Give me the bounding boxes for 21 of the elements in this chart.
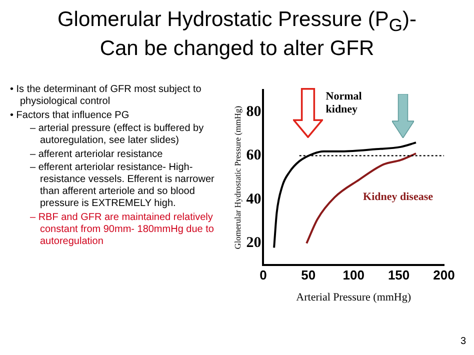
y-axis-title: Glomerular Hydrostatic Pressure (mmHg) <box>232 106 242 250</box>
text: – RBF and GFR are maintained relatively constant from 90mm- 180mmHg due to autoregulation <box>29 212 215 248</box>
text: • Factors that influence PG <box>9 110 130 122</box>
x-tick-label: 200 <box>433 268 455 283</box>
text: – arterial pressure (effect is buffered by autoregulation, see later slides) <box>29 123 205 147</box>
series-label: Kidney disease <box>363 191 434 204</box>
y-tick-label: 80 <box>246 104 262 120</box>
chart-title: Glomerular Hydrostatic Pressure (P$_{G}$)-Can be changed to alter GFR <box>57 8 417 60</box>
text: • Is the determinant of GFR most subject to physiological control <box>9 84 202 108</box>
y-tick-label: 60 <box>246 148 262 164</box>
text: Normal kidney <box>326 90 362 116</box>
text: 3 <box>460 336 466 347</box>
x-axis-title: Arterial Pressure (mmHg) <box>296 291 412 304</box>
y-tick-label: 20 <box>246 235 262 252</box>
x-tick-label: 150 <box>388 268 410 283</box>
x-tick-label: 50 <box>301 268 316 283</box>
x-tick-label: 100 <box>342 268 364 283</box>
y-tick-label: 40 <box>246 191 262 208</box>
text: – efferent arteriolar resistance- High-resistance vessels. Efferent is narrower than afferent arteriole and so blood pressure is EXTREMELY high. <box>29 162 216 210</box>
text: – afferent arteriolar resistance <box>29 148 164 160</box>
x-tick-label: 0 <box>260 268 267 283</box>
